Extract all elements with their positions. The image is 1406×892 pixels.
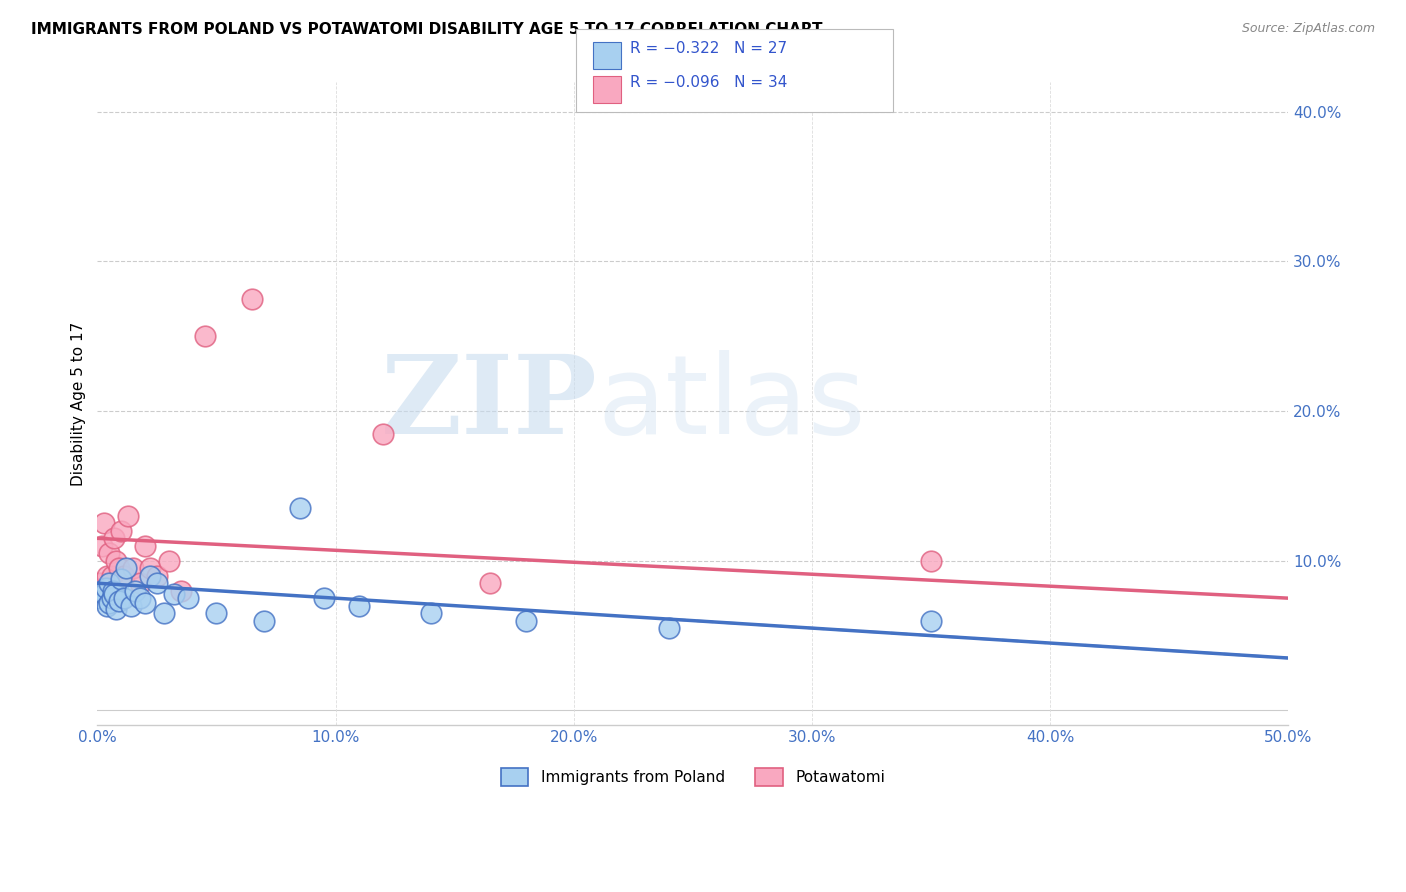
Point bbox=[177, 591, 200, 606]
Point bbox=[373, 426, 395, 441]
Point bbox=[105, 554, 128, 568]
Point bbox=[110, 572, 132, 586]
Point bbox=[120, 599, 142, 613]
Text: Source: ZipAtlas.com: Source: ZipAtlas.com bbox=[1241, 22, 1375, 36]
Point bbox=[89, 576, 111, 591]
Point bbox=[288, 501, 311, 516]
Point bbox=[94, 581, 117, 595]
Point bbox=[124, 583, 146, 598]
Point bbox=[107, 594, 129, 608]
Point bbox=[105, 601, 128, 615]
Point bbox=[129, 591, 152, 606]
Point bbox=[146, 568, 169, 582]
Point bbox=[100, 591, 122, 606]
Point bbox=[920, 554, 942, 568]
Point bbox=[205, 606, 228, 620]
Text: R = −0.096   N = 34: R = −0.096 N = 34 bbox=[630, 75, 787, 90]
Point bbox=[146, 576, 169, 591]
Point bbox=[134, 596, 156, 610]
Point bbox=[100, 568, 122, 582]
Y-axis label: Disability Age 5 to 17: Disability Age 5 to 17 bbox=[72, 321, 86, 486]
Text: IMMIGRANTS FROM POLAND VS POTAWATOMI DISABILITY AGE 5 TO 17 CORRELATION CHART: IMMIGRANTS FROM POLAND VS POTAWATOMI DIS… bbox=[31, 22, 823, 37]
Point bbox=[103, 587, 125, 601]
Point bbox=[349, 599, 371, 613]
Point bbox=[170, 583, 193, 598]
Point bbox=[240, 292, 263, 306]
Point bbox=[89, 591, 111, 606]
Point bbox=[93, 587, 115, 601]
Point bbox=[157, 554, 180, 568]
Point bbox=[479, 576, 502, 591]
Point bbox=[91, 583, 114, 598]
Point bbox=[193, 329, 215, 343]
Point bbox=[515, 614, 537, 628]
Point bbox=[162, 587, 184, 601]
Point bbox=[920, 614, 942, 628]
Text: atlas: atlas bbox=[598, 351, 866, 457]
Point bbox=[115, 561, 138, 575]
Point bbox=[93, 516, 115, 531]
Point bbox=[658, 621, 681, 635]
Point bbox=[98, 546, 121, 560]
Point bbox=[122, 561, 145, 575]
Point bbox=[98, 576, 121, 591]
Point bbox=[253, 614, 276, 628]
Point bbox=[129, 576, 152, 591]
Point bbox=[103, 531, 125, 545]
Point bbox=[107, 561, 129, 575]
Point bbox=[139, 568, 162, 582]
Point bbox=[96, 568, 118, 582]
Point bbox=[98, 596, 121, 610]
Legend: Immigrants from Poland, Potawatomi: Immigrants from Poland, Potawatomi bbox=[495, 762, 891, 792]
Point bbox=[112, 591, 135, 606]
Point bbox=[139, 561, 162, 575]
Point bbox=[96, 599, 118, 613]
Point bbox=[153, 606, 176, 620]
Text: ZIP: ZIP bbox=[381, 351, 598, 457]
Point bbox=[112, 568, 135, 582]
Point bbox=[419, 606, 441, 620]
Point bbox=[117, 508, 139, 523]
Point bbox=[101, 583, 124, 598]
Point bbox=[134, 539, 156, 553]
Point bbox=[312, 591, 335, 606]
Point bbox=[91, 539, 114, 553]
Text: R = −0.322   N = 27: R = −0.322 N = 27 bbox=[630, 41, 787, 56]
Point bbox=[110, 524, 132, 538]
